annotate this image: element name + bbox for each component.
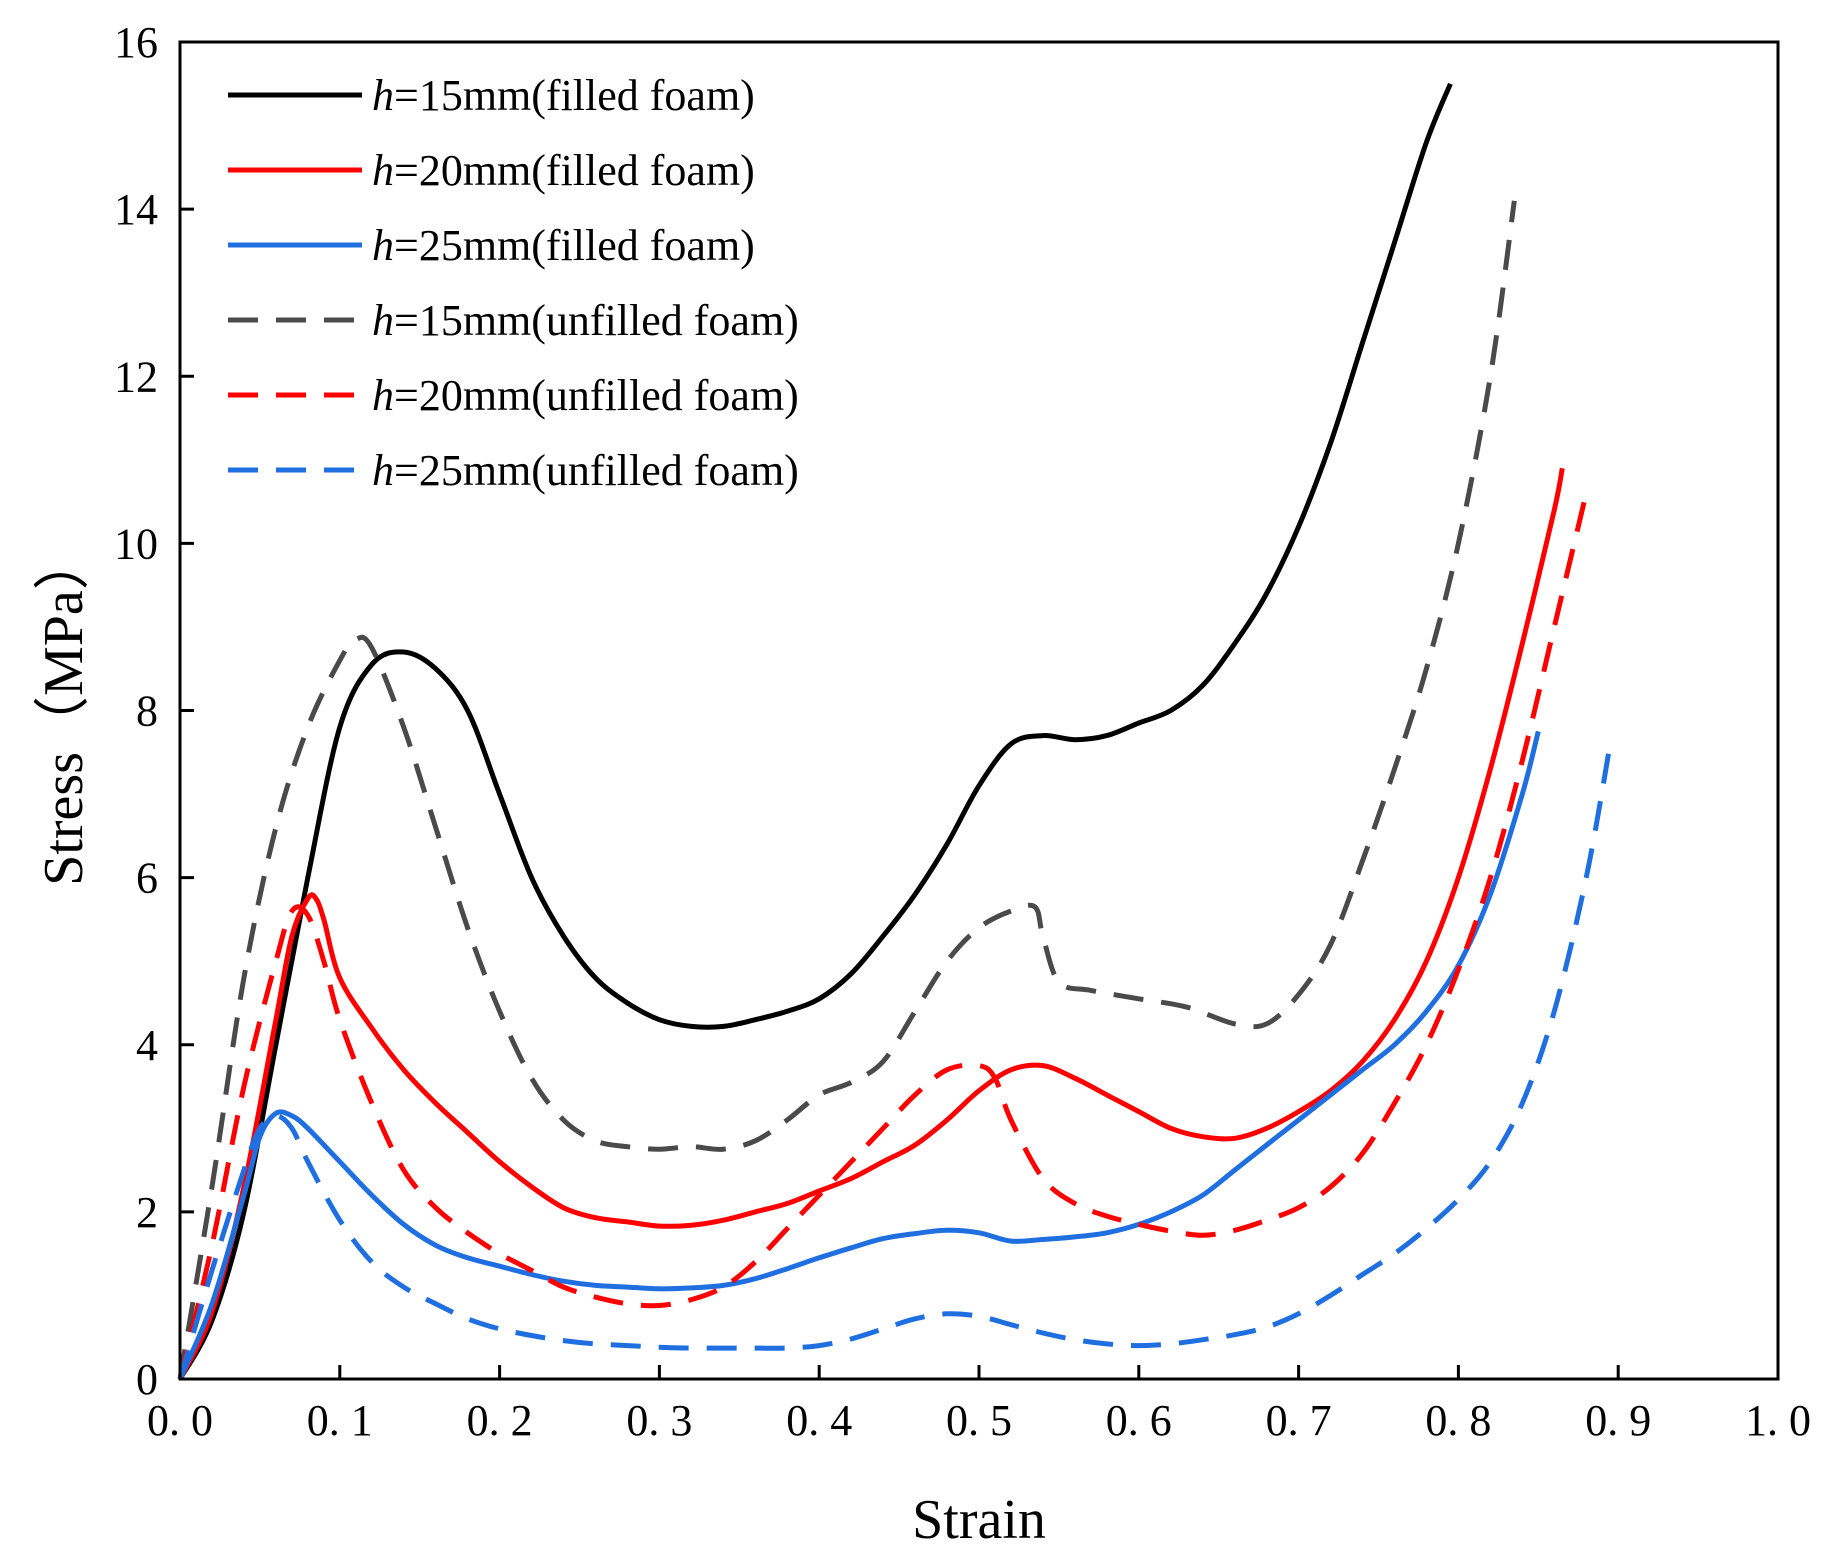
legend-variable: h bbox=[372, 446, 394, 495]
legend-label-2: h=20mm(filled foam) bbox=[372, 146, 755, 195]
x-tick-label: 0. 5 bbox=[946, 1396, 1012, 1445]
x-tick-label: 0. 1 bbox=[307, 1396, 373, 1445]
y-axis-label: Stress（MPa） bbox=[33, 534, 95, 886]
y-axis-ticks: 0 2 4 6 8 10 12 14 16 bbox=[114, 18, 194, 1404]
x-tick-label: 0. 8 bbox=[1425, 1396, 1491, 1445]
legend-variable: h bbox=[372, 296, 394, 345]
legend-text: =15mm(unfilled foam) bbox=[394, 296, 799, 345]
y-tick-label: 8 bbox=[136, 687, 158, 736]
x-tick-label: 0. 9 bbox=[1585, 1396, 1651, 1445]
y-tick-label: 16 bbox=[114, 18, 158, 67]
y-tick-label: 14 bbox=[114, 185, 158, 234]
series-line-2 bbox=[177, 467, 1565, 1381]
legend: h=15mm(filled foam)h=20mm(filled foam)h=… bbox=[228, 71, 799, 495]
series-line-1 bbox=[177, 82, 1453, 1381]
legend-label-5: h=20mm(unfilled foam) bbox=[372, 371, 799, 420]
legend-label-1: h=15mm(filled foam) bbox=[372, 71, 755, 120]
legend-label-6: h=25mm(unfilled foam) bbox=[372, 446, 799, 495]
legend-label-3: h=25mm(filled foam) bbox=[372, 221, 755, 270]
y-tick-label: 2 bbox=[136, 1188, 158, 1237]
x-tick-label: 0. 3 bbox=[626, 1396, 692, 1445]
series-line-4 bbox=[177, 200, 1517, 1380]
plot-curves bbox=[177, 82, 1613, 1381]
y-tick-label: 12 bbox=[114, 352, 158, 401]
x-axis-ticks: 0. 0 0. 1 0. 2 0. 3 0. 4 0. 5 0. 6 0. 7 0. 8 0. 9… bbox=[147, 1365, 1811, 1445]
y-tick-label: 0 bbox=[136, 1355, 158, 1404]
y-tick-label: 6 bbox=[136, 854, 158, 903]
x-tick-label: 0. 6 bbox=[1106, 1396, 1172, 1445]
legend-text: =25mm(filled foam) bbox=[394, 221, 755, 270]
x-tick-label: 0. 4 bbox=[786, 1396, 852, 1445]
legend-text: =25mm(unfilled foam) bbox=[394, 446, 799, 495]
x-axis-label: Strain bbox=[912, 1489, 1046, 1551]
series-line-6 bbox=[177, 743, 1613, 1380]
x-tick-label: 0. 0 bbox=[147, 1396, 213, 1445]
series-line-5 bbox=[177, 492, 1589, 1380]
series-line-3 bbox=[177, 730, 1541, 1380]
legend-variable: h bbox=[372, 146, 394, 195]
x-tick-label: 0. 2 bbox=[467, 1396, 533, 1445]
y-tick-label: 10 bbox=[114, 519, 158, 568]
legend-text: =20mm(unfilled foam) bbox=[394, 371, 799, 420]
x-tick-label: 0. 7 bbox=[1266, 1396, 1332, 1445]
legend-text: =15mm(filled foam) bbox=[394, 71, 755, 120]
x-tick-label: 1. 0 bbox=[1745, 1396, 1811, 1445]
legend-variable: h bbox=[372, 221, 394, 270]
y-tick-label: 4 bbox=[136, 1021, 158, 1070]
legend-label-4: h=15mm(unfilled foam) bbox=[372, 296, 799, 345]
legend-text: =20mm(filled foam) bbox=[394, 146, 755, 195]
legend-variable: h bbox=[372, 71, 394, 120]
legend-variable: h bbox=[372, 371, 394, 420]
